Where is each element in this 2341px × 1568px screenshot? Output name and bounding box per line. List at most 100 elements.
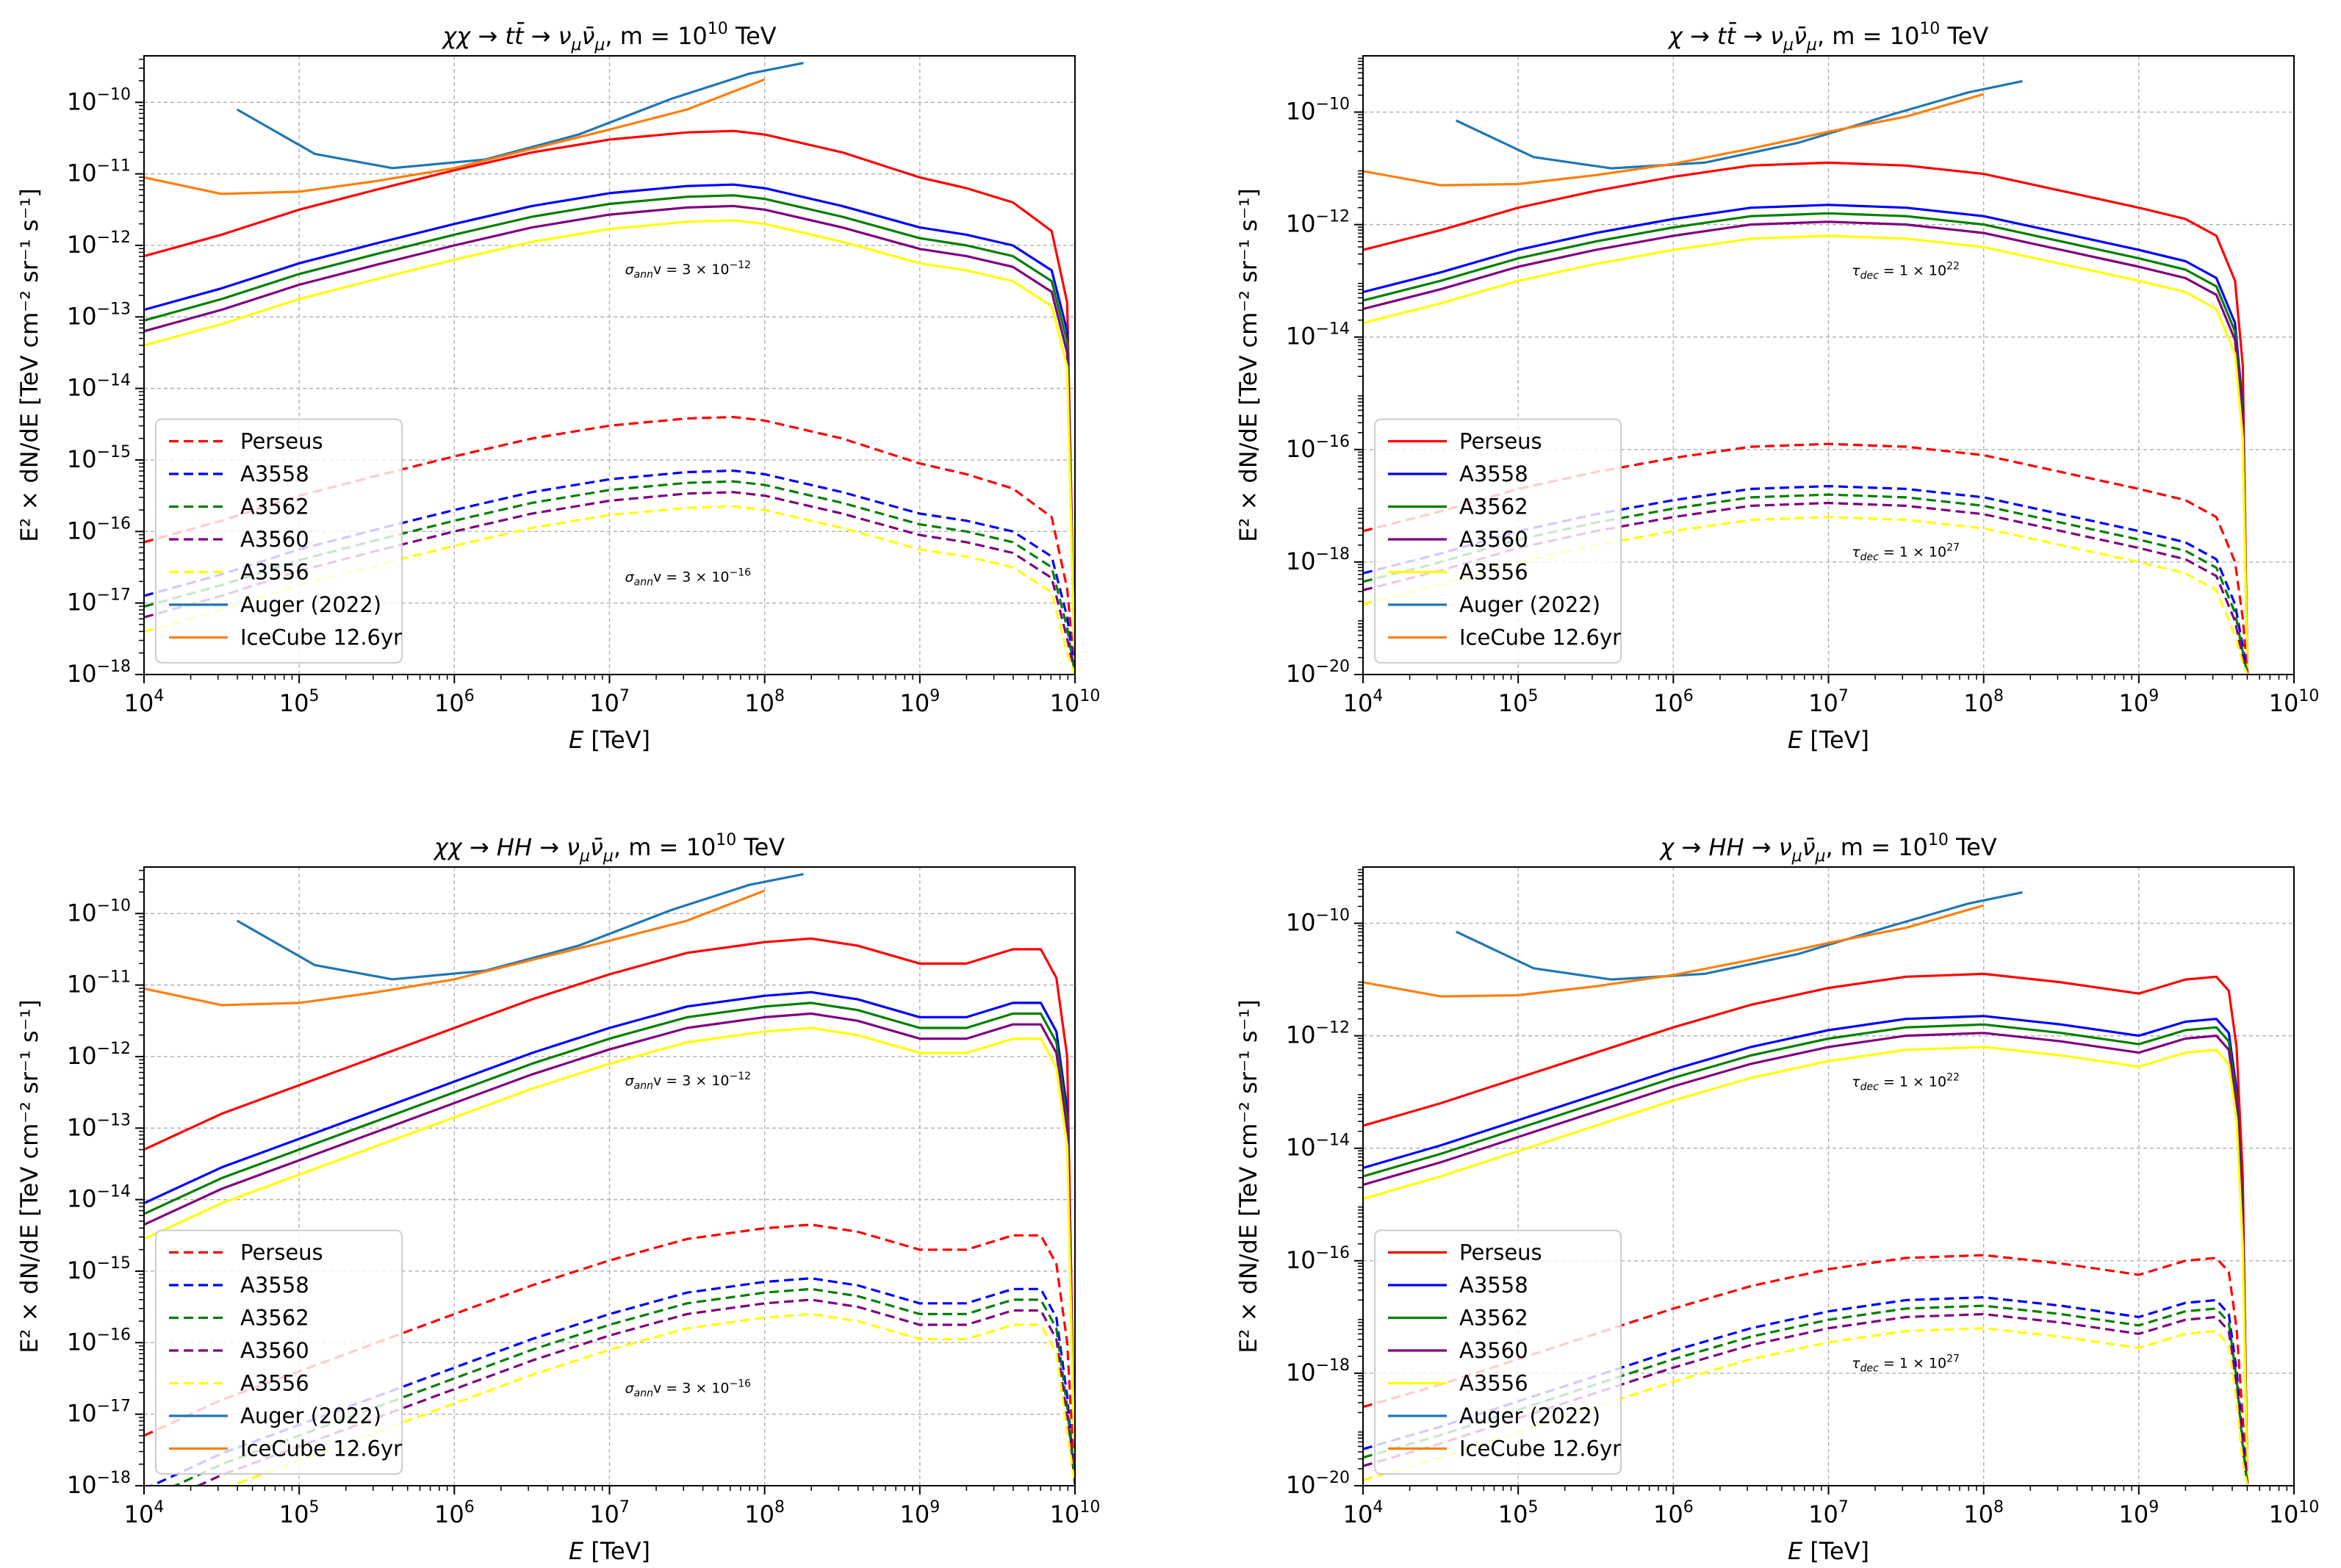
- chart-panel-2: τdec = 1 × 1022 τdec = 1 × 1027 104 105 106 1…: [1234, 20, 2319, 754]
- y-tick-label: 10−16: [1286, 1244, 1350, 1274]
- series-line-a3556-solid: [144, 219, 1075, 675]
- series-line-a3558-dashed: [144, 469, 1075, 675]
- x-tick-label: 106: [434, 1498, 475, 1528]
- y-tick-label: 10−10: [67, 896, 131, 927]
- x-tick-label: 105: [279, 687, 320, 717]
- y-axis-label: E² × dN/dE [TeV cm⁻² sr⁻¹ s⁻¹]: [1234, 999, 1262, 1353]
- x-axis-label: E [TeV]: [569, 726, 650, 754]
- x-tick-label: 107: [1808, 687, 1849, 717]
- annotation-text: τdec = 1 × 1022: [1852, 261, 1960, 282]
- x-tick-label: 1010: [1050, 1498, 1101, 1528]
- y-tick-label: 10−12: [1286, 208, 1350, 238]
- series-line-a3556-solid: [1363, 234, 2249, 675]
- legend-box: [155, 1229, 403, 1475]
- x-tick-label: 105: [1498, 1498, 1539, 1528]
- y-axis-label: E² × dN/dE [TeV cm⁻² sr⁻¹ s⁻¹]: [15, 999, 43, 1353]
- legend-label: Perseus: [240, 1240, 323, 1265]
- x-tick-label: 108: [1963, 687, 2004, 717]
- series-line-a3562-dashed: [144, 480, 1075, 675]
- chart-title: χ → HH → νμν̄μ, m = 1010 TeV: [1658, 831, 1996, 866]
- y-tick-label: 10−10: [67, 85, 131, 115]
- y-tick-label: 10−17: [67, 586, 131, 616]
- x-tick-label: 105: [1498, 687, 1539, 717]
- x-tick-label: 106: [434, 687, 475, 717]
- legend-label: IceCube 12.6yr: [240, 1436, 402, 1461]
- annotation-text: τdec = 1 × 1027: [1852, 542, 1960, 563]
- x-tick-label: 108: [1963, 1498, 2004, 1528]
- y-tick-label: 10−17: [67, 1398, 131, 1428]
- legend-label: IceCube 12.6yr: [1459, 1436, 1621, 1461]
- legend-label: A3560: [1459, 1338, 1528, 1363]
- chart-title: χχ → tt̄ → νμν̄μ, m = 1010 TeV: [441, 20, 776, 54]
- annotation-text: σannv = 3 × 10−12: [625, 259, 751, 281]
- series-line-a3560-dashed: [144, 491, 1075, 675]
- y-tick-label: 10−11: [67, 968, 131, 999]
- y-axis-label: E² × dN/dE [TeV cm⁻² sr⁻¹ s⁻¹]: [15, 188, 43, 542]
- series-line-perseus-dashed: [1363, 1254, 2249, 1486]
- series-line-a3562-solid: [144, 194, 1075, 675]
- x-tick-label: 107: [1808, 1498, 1849, 1528]
- series-line-a3562-dashed: [1363, 1304, 2249, 1486]
- series-line-a3556-dashed: [144, 505, 1075, 675]
- series-line-auger-2022--solid: [236, 62, 804, 170]
- legend-label: IceCube 12.6yr: [240, 625, 402, 650]
- legend-label: Auger (2022): [240, 592, 381, 617]
- x-tick-label: 104: [124, 687, 165, 717]
- legend-label: A3558: [1459, 461, 1528, 486]
- x-tick-label: 104: [124, 1498, 165, 1528]
- x-tick-label: 108: [744, 687, 785, 717]
- series-line-perseus-solid: [144, 937, 1075, 1486]
- y-tick-label: 10−14: [67, 1183, 131, 1213]
- series-line-a3556-solid: [1363, 1046, 2249, 1486]
- x-tick-label: 1010: [1050, 687, 1101, 717]
- series-line-a3558-solid: [144, 183, 1075, 675]
- legend-box: [155, 418, 403, 663]
- annotation-text: σannv = 3 × 10−16: [625, 567, 752, 588]
- x-tick-label: 105: [279, 1498, 320, 1528]
- annotation-text: τdec = 1 × 1027: [1852, 1353, 1960, 1374]
- x-axis-label: E [TeV]: [1788, 726, 1869, 754]
- series-line-a3560-dashed: [1363, 1312, 2249, 1486]
- series-line-icecube-12-6yr-solid: [144, 78, 766, 195]
- legend-box: [1374, 418, 1622, 663]
- y-tick-label: 10−15: [67, 1254, 131, 1284]
- legend-label: A3556: [1459, 560, 1528, 585]
- legend-label: Auger (2022): [1459, 592, 1600, 617]
- x-tick-label: 107: [589, 1498, 630, 1528]
- legend-label: Perseus: [240, 429, 323, 454]
- chart-panel-4: τdec = 1 × 1022 τdec = 1 × 1027 104 105 106 1…: [1234, 831, 2319, 1565]
- y-tick-label: 10−10: [1286, 96, 1350, 126]
- chart-title: χχ → HH → νμν̄μ, m = 1010 TeV: [433, 831, 785, 866]
- x-tick-label: 109: [899, 687, 940, 717]
- x-tick-label: 107: [589, 687, 630, 717]
- y-tick-label: 10−16: [67, 1326, 131, 1356]
- legend-label: A3560: [1459, 527, 1528, 552]
- y-tick-label: 10−12: [67, 229, 131, 259]
- series-line-perseus-solid: [144, 129, 1075, 675]
- annotation-text: σannv = 3 × 10−16: [625, 1378, 752, 1399]
- legend-label: Auger (2022): [240, 1403, 381, 1428]
- y-tick-label: 10−18: [1286, 1356, 1350, 1387]
- x-tick-label: 104: [1343, 1498, 1384, 1528]
- legend-label: Auger (2022): [1459, 1403, 1600, 1428]
- legend-label: A3562: [1459, 495, 1528, 519]
- series-line-a3556-solid: [144, 1026, 1075, 1486]
- y-tick-label: 10−14: [67, 372, 131, 402]
- series-group: [144, 62, 1075, 675]
- series-line-a3560-solid: [1363, 1032, 2249, 1486]
- x-tick-label: 108: [744, 1498, 785, 1528]
- x-tick-label: 109: [2118, 687, 2159, 717]
- legend-label: A3558: [240, 1273, 309, 1298]
- annotation-text: τdec = 1 × 1022: [1852, 1072, 1960, 1093]
- series-line-a3562-solid: [1363, 212, 2249, 675]
- y-tick-label: 10−12: [1286, 1019, 1350, 1049]
- x-tick-label: 109: [899, 1498, 940, 1528]
- legend-label: A3556: [240, 560, 309, 585]
- series-line-perseus-dashed: [144, 415, 1075, 675]
- y-tick-label: 10−18: [1286, 545, 1350, 575]
- y-tick-label: 10−20: [1286, 1469, 1350, 1499]
- y-tick-label: 10−16: [1286, 433, 1350, 463]
- x-tick-label: 106: [1653, 687, 1694, 717]
- series-line-a3560-solid: [144, 1012, 1075, 1486]
